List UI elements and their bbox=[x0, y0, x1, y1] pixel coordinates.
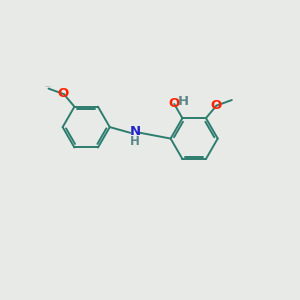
Text: O: O bbox=[57, 87, 68, 100]
Text: H: H bbox=[130, 136, 140, 148]
Text: N: N bbox=[130, 125, 141, 138]
Text: methoxy: methoxy bbox=[45, 86, 52, 87]
Text: H: H bbox=[178, 95, 189, 108]
Text: O: O bbox=[168, 97, 179, 110]
Text: O: O bbox=[211, 99, 222, 112]
